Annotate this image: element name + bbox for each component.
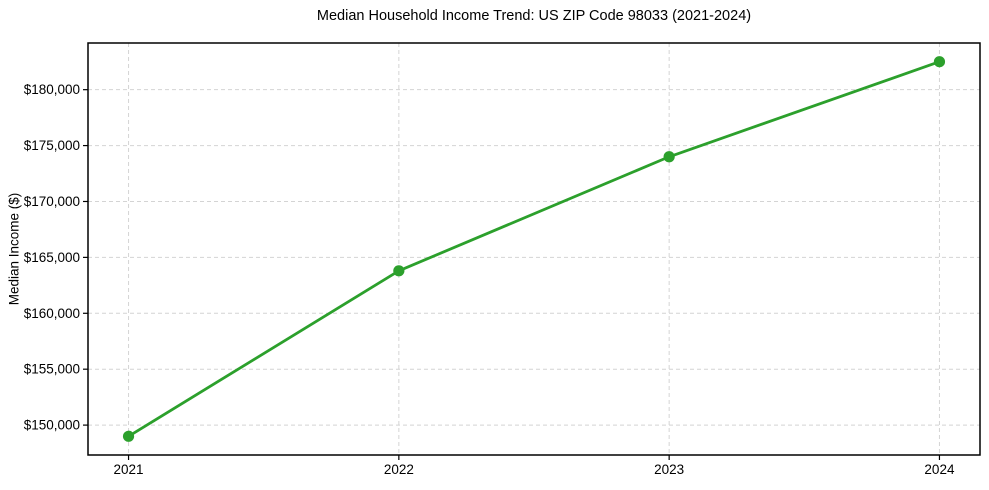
axes-frame (87, 42, 981, 456)
y-tick-label: $165,000 (24, 250, 80, 265)
x-tick-label: 2023 (654, 462, 684, 477)
y-axis-label: Median Income ($) (6, 192, 22, 306)
y-tick-label: $155,000 (24, 362, 80, 377)
x-tick-label: 2022 (384, 462, 414, 477)
y-tick-label: $180,000 (24, 82, 80, 97)
line-series (127, 60, 941, 438)
data-point-marker (393, 265, 405, 277)
y-tick-label: $170,000 (24, 194, 80, 209)
data-point-marker (933, 56, 946, 68)
data-point-marker (122, 430, 135, 442)
chart-title: Median Household Income Trend: US ZIP Co… (316, 8, 752, 24)
y-tick-label: $150,000 (24, 418, 80, 433)
x-tick-label: 2021 (114, 462, 144, 477)
data-point-marker (663, 151, 675, 163)
y-tick-label: $160,000 (24, 306, 80, 321)
x-tick-label: 2024 (924, 462, 955, 477)
y-tick-label: $175,000 (24, 138, 80, 153)
